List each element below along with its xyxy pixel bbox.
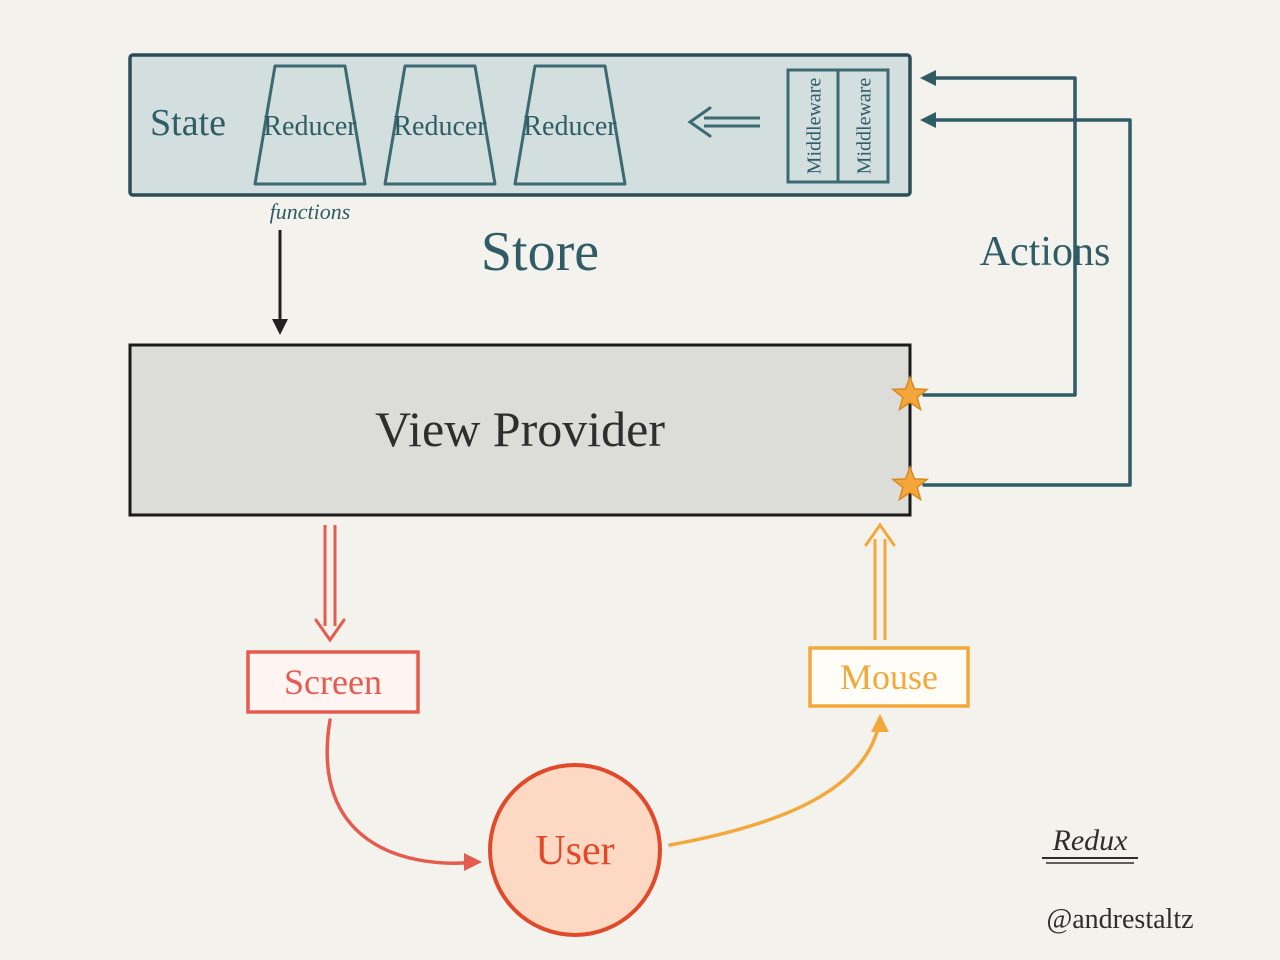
store-title: Store <box>481 221 599 283</box>
reducer-label: Reducer <box>523 111 617 142</box>
user-label: User <box>535 828 614 874</box>
reducer-label: Reducer <box>263 111 357 142</box>
view-provider-label: View Provider <box>375 401 665 457</box>
middleware-label: Middleware <box>854 78 876 175</box>
redux-annotation: Redux <box>1052 824 1129 857</box>
state-label: State <box>150 102 226 144</box>
reducer-label: Reducer <box>393 111 487 142</box>
diagram-canvas: State Reducer Reducer Reducer functions Middl… <box>0 0 1280 960</box>
middleware-label: Middleware <box>804 78 826 175</box>
actions-label: Actions <box>980 229 1111 275</box>
author-handle: @andrestaltz <box>1046 904 1193 935</box>
functions-label: functions <box>270 199 351 224</box>
mouse-label: Mouse <box>840 657 938 697</box>
screen-label: Screen <box>284 662 382 702</box>
